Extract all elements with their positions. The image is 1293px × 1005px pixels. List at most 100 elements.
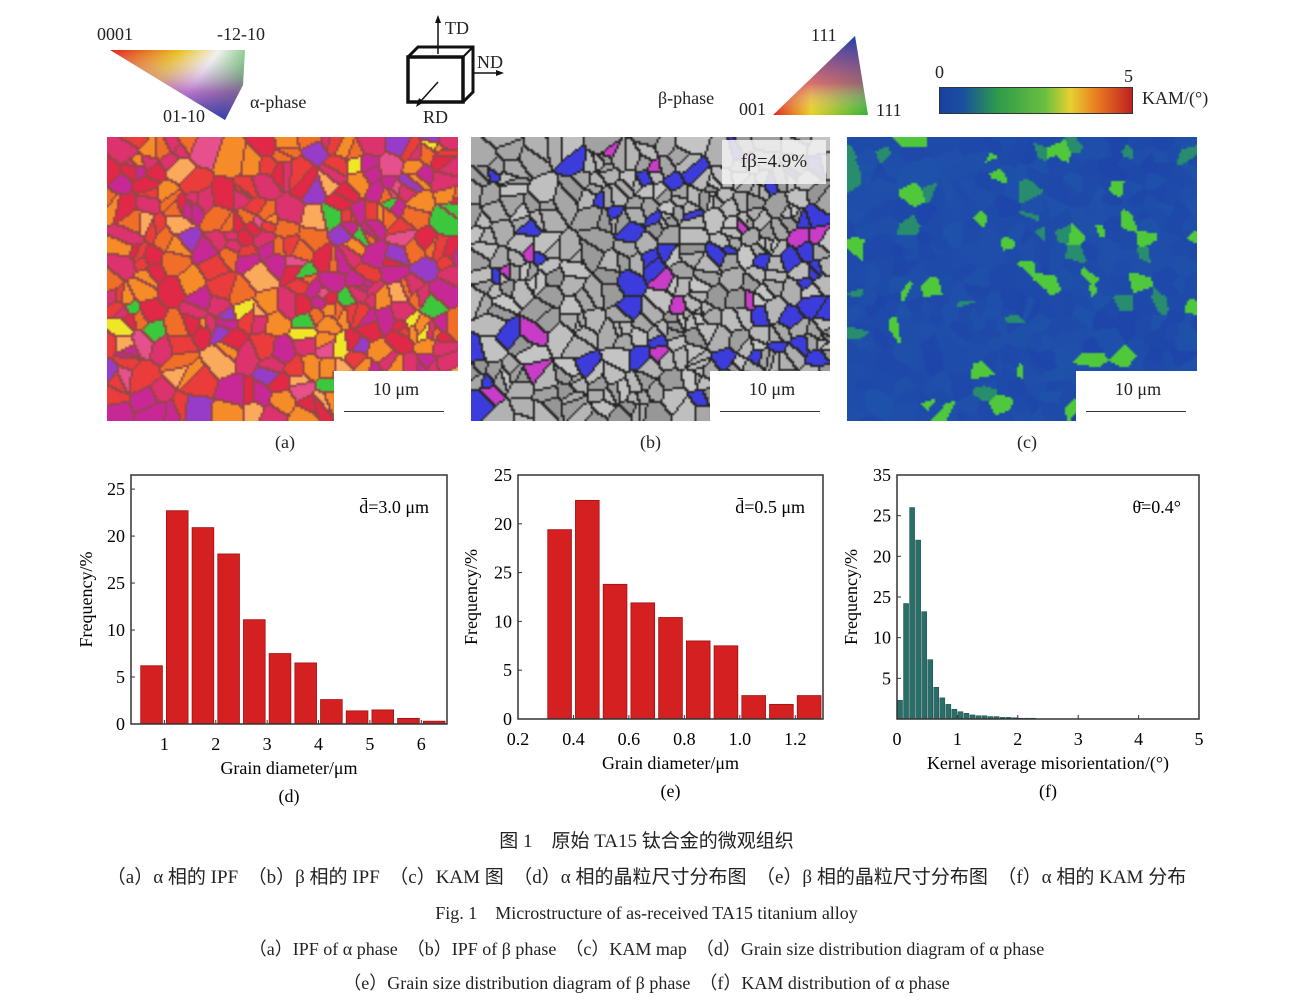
y-tick-label: 5 <box>116 667 125 687</box>
caption-cn-title: 图 1 原始 TA15 钛合金的微观组织 <box>499 831 794 852</box>
histogram-bar <box>769 703 794 720</box>
histogram-bar <box>547 529 572 720</box>
histogram-bar <box>371 709 395 725</box>
histogram-bar <box>397 717 420 725</box>
y-tick-label: 25 <box>873 506 891 526</box>
histogram-bar <box>165 510 189 725</box>
beta-fraction-annotation: fβ=4.9% <box>722 140 826 184</box>
histogram-bar <box>945 704 952 720</box>
histogram-bar <box>909 507 915 720</box>
panel-label: (f) <box>1039 781 1057 802</box>
mean-annotation: θ̄=0.4° <box>1133 497 1181 517</box>
chart-e-beta-grain-size: 0.2 0.4 0.6 0.8 1.0 1.2 0 5 10 25 20 25 Grain diamet… <box>461 465 824 802</box>
plot-frame <box>517 474 824 720</box>
x-tick-label: 6 <box>417 734 426 754</box>
y-tick-label: 10 <box>873 628 891 648</box>
x-tick-label: 3 <box>263 734 272 754</box>
y-tick-label: 35 <box>873 465 891 485</box>
histogram-bar <box>658 617 683 720</box>
histogram-bar <box>345 710 369 725</box>
kam-max-label: 5 <box>1124 66 1133 86</box>
histogram-bar <box>575 499 600 720</box>
alpha-ipf-corner-12-10: -12-10 <box>217 24 265 44</box>
y-tick-label: 25 <box>107 573 125 593</box>
y-tick-label: 25 <box>107 479 125 499</box>
x-tick-label: 1 <box>160 734 169 754</box>
histogram-bar <box>963 713 970 720</box>
histogram-bar <box>685 640 711 720</box>
alpha-ipf-corner-0001: 0001 <box>97 24 133 44</box>
histogram-bar <box>796 695 822 720</box>
scale-bar-a: 10 μm <box>334 371 458 421</box>
sample-cube-icon <box>406 15 504 107</box>
td-label: TD <box>445 18 469 38</box>
x-tick-label: 0.4 <box>562 729 585 749</box>
kam-colorbar <box>939 87 1133 114</box>
mean-annotation: d̄=0.5 μm <box>735 497 805 517</box>
caption-en-title: Fig. 1 Microstructure of as-received TA1… <box>435 903 858 923</box>
x-tick-label: 5 <box>365 734 374 754</box>
y-axis-label: Frequency/% <box>841 549 861 645</box>
panel-label-c: (c) <box>1017 432 1037 452</box>
y-tick-label: 20 <box>873 546 891 566</box>
histogram-bar <box>957 711 964 720</box>
y-tick-label: 0 <box>116 714 125 734</box>
histogram-bar <box>602 583 628 720</box>
histogram-bar <box>713 645 739 720</box>
histogram-bar <box>294 662 317 725</box>
y-tick-label: 10 <box>107 620 125 640</box>
y-tick-label: 25 <box>494 563 512 583</box>
chart-f-kam-distribution: 0 1 2 3 4 5 5 10 25 20 25 35 Kernel average misorien… <box>841 465 1204 802</box>
y-tick-label: 25 <box>494 465 512 485</box>
x-tick-label: 1.0 <box>729 729 752 749</box>
x-tick-label: 1.2 <box>784 729 807 749</box>
alpha-ipf-triangle <box>110 50 245 120</box>
histogram-bar <box>243 619 266 725</box>
panel-label: (e) <box>661 781 681 802</box>
histogram-bar <box>927 659 933 720</box>
x-tick-label: 2 <box>1013 729 1022 749</box>
histogram-bar <box>903 603 909 720</box>
x-tick-label: 4 <box>314 734 323 754</box>
x-tick-label: 0.8 <box>673 729 696 749</box>
beta-ipf-corner-111-top: 111 <box>811 25 837 45</box>
y-tick-label: 0 <box>503 709 512 729</box>
histogram-bar <box>217 553 240 725</box>
x-tick-label: 0.6 <box>618 729 641 749</box>
beta-ipf-corner-001: 001 <box>739 99 766 119</box>
histogram-bar <box>630 602 656 720</box>
histogram-bar <box>897 700 903 720</box>
mean-annotation: d̄=3.0 μm <box>359 497 429 517</box>
caption-en-subpanels-1: （a）IPF of α phase （b）IPF of β phase （c）K… <box>248 939 1045 959</box>
y-tick-label: 5 <box>882 668 891 688</box>
histogram-bar <box>933 687 940 720</box>
panel-label: (d) <box>279 786 300 807</box>
histogram-bar <box>741 695 766 720</box>
x-tick-label: 5 <box>1195 729 1204 749</box>
x-tick-label: 3 <box>1074 729 1083 749</box>
y-tick-label: 20 <box>107 526 125 546</box>
histogram-bar <box>921 611 927 720</box>
nd-label: ND <box>477 52 503 72</box>
kam-min-label: 0 <box>935 62 944 82</box>
panel-label-b: (b) <box>640 432 661 452</box>
chart-d-alpha-grain-size: 1 2 3 4 5 6 0 5 10 25 20 25 Grain diameter/μm Frequen… <box>76 474 448 807</box>
panel-label-a: (a) <box>275 432 295 452</box>
x-tick-label: 0 <box>893 729 902 749</box>
beta-ipf-corner-111-right: 111 <box>876 100 902 120</box>
histogram-bar <box>915 539 921 720</box>
beta-ipf-triangle <box>773 36 868 115</box>
alpha-ipf-corner-01-10: 01-10 <box>163 106 205 126</box>
caption-cn-subpanels: （a）α 相的 IPF （b）β 相的 IPF （c）KAM 图 （d）α 相的… <box>106 867 1187 888</box>
histogram-bar <box>939 697 946 720</box>
x-tick-label: 1 <box>953 729 962 749</box>
y-axis-label: Frequency/% <box>76 552 96 648</box>
alpha-phase-label: α-phase <box>250 92 307 112</box>
histogram-bar <box>140 665 163 725</box>
x-tick-label: 2 <box>211 734 220 754</box>
x-axis-label: Grain diameter/μm <box>602 753 739 773</box>
rd-label: RD <box>423 107 449 127</box>
y-tick-label: 5 <box>503 660 512 680</box>
histogram-bar <box>320 699 343 725</box>
scale-bar-b: 10 μm <box>710 371 834 421</box>
